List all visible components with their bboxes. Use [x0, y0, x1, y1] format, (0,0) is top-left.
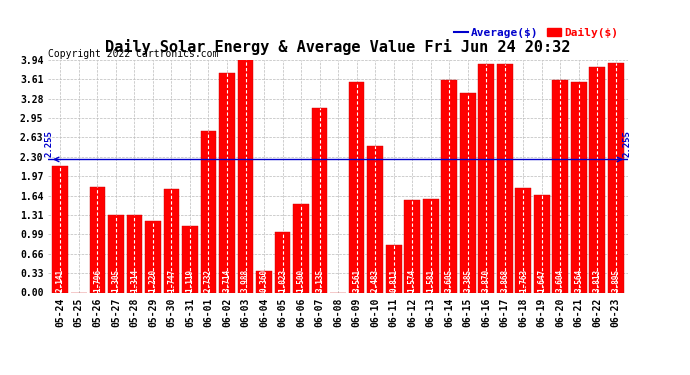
- Text: 3.604: 3.604: [556, 269, 565, 292]
- Text: 1.305: 1.305: [111, 269, 120, 292]
- Text: 1.574: 1.574: [408, 269, 417, 292]
- Text: 3.988: 3.988: [241, 269, 250, 292]
- Bar: [52, 166, 68, 292]
- Text: 1.314: 1.314: [130, 269, 139, 292]
- Bar: [126, 215, 142, 292]
- Bar: [237, 57, 253, 292]
- Text: 1.581: 1.581: [426, 269, 435, 292]
- Text: 1.796: 1.796: [93, 269, 102, 292]
- Text: 1.119: 1.119: [186, 269, 195, 292]
- Text: Copyright 2022 Cartronics.com: Copyright 2022 Cartronics.com: [48, 49, 219, 59]
- Text: 3.870: 3.870: [482, 269, 491, 292]
- Text: 3.714: 3.714: [222, 269, 231, 292]
- Text: 1.763: 1.763: [519, 269, 528, 292]
- Bar: [497, 64, 513, 292]
- Text: 2.141: 2.141: [56, 269, 65, 292]
- Legend: Average($), Daily($): Average($), Daily($): [450, 24, 622, 43]
- Bar: [201, 131, 217, 292]
- Text: 1.500: 1.500: [297, 269, 306, 292]
- Text: 3.561: 3.561: [352, 269, 361, 292]
- Text: 3.895: 3.895: [611, 269, 620, 292]
- Bar: [404, 200, 420, 292]
- Text: 1.747: 1.747: [167, 269, 176, 292]
- Bar: [90, 186, 106, 292]
- Bar: [460, 93, 475, 292]
- Text: 3.564: 3.564: [574, 269, 583, 292]
- Bar: [293, 204, 309, 292]
- Bar: [275, 232, 290, 292]
- Bar: [182, 226, 198, 292]
- Text: 0.811: 0.811: [389, 269, 398, 292]
- Text: 2.255: 2.255: [44, 130, 53, 157]
- Bar: [348, 82, 364, 292]
- Text: 3.868: 3.868: [500, 269, 509, 292]
- Bar: [589, 68, 605, 292]
- Bar: [312, 108, 328, 292]
- Bar: [423, 199, 439, 292]
- Bar: [164, 189, 179, 292]
- Bar: [571, 82, 586, 292]
- Bar: [608, 63, 624, 292]
- Text: 3.813: 3.813: [593, 269, 602, 292]
- Text: 2.483: 2.483: [371, 269, 380, 292]
- Text: 1.647: 1.647: [538, 269, 546, 292]
- Bar: [108, 216, 124, 292]
- Bar: [553, 80, 568, 292]
- Text: 1.023: 1.023: [278, 269, 287, 292]
- Bar: [145, 220, 161, 292]
- Text: 2.255: 2.255: [623, 130, 632, 157]
- Bar: [478, 64, 494, 292]
- Text: 2.732: 2.732: [204, 269, 213, 292]
- Bar: [256, 271, 272, 292]
- Bar: [442, 80, 457, 292]
- Text: 3.135: 3.135: [315, 269, 324, 292]
- Title: Daily Solar Energy & Average Value Fri Jun 24 20:32: Daily Solar Energy & Average Value Fri J…: [106, 39, 571, 55]
- Bar: [515, 189, 531, 292]
- Bar: [367, 146, 383, 292]
- Text: 3.385: 3.385: [463, 269, 472, 292]
- Text: 0.360: 0.360: [259, 269, 268, 292]
- Text: 1.220: 1.220: [148, 269, 157, 292]
- Bar: [534, 195, 550, 292]
- Text: 3.605: 3.605: [445, 269, 454, 292]
- Bar: [219, 74, 235, 292]
- Bar: [386, 244, 402, 292]
